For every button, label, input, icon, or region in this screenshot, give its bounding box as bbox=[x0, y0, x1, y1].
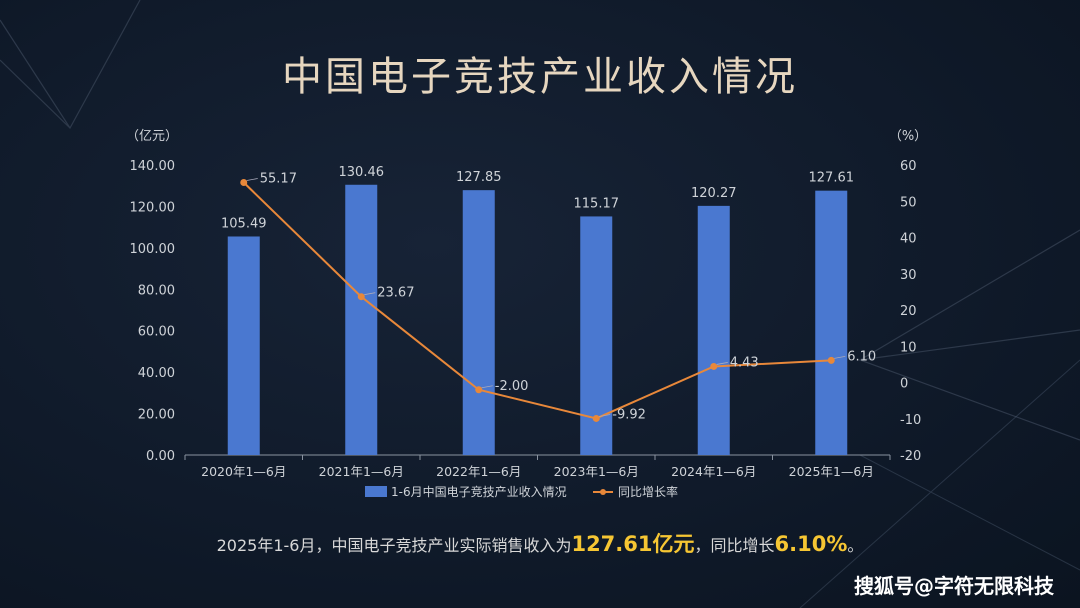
legend-line-marker bbox=[600, 489, 606, 495]
growth-point bbox=[475, 386, 483, 394]
legend-bar-swatch bbox=[365, 486, 387, 497]
legend-line-label: 同比增长率 bbox=[618, 484, 678, 499]
left-axis-tick: 140.00 bbox=[130, 159, 176, 174]
x-axis-label: 2023年1—6月 bbox=[554, 464, 639, 479]
growth-point bbox=[710, 362, 718, 370]
left-axis-tick: 120.00 bbox=[130, 200, 176, 215]
bar bbox=[345, 184, 378, 456]
growth-label-leader bbox=[834, 355, 846, 359]
growth-value-label: -9.92 bbox=[612, 407, 646, 422]
growth-value-label: 23.67 bbox=[377, 286, 414, 301]
bar-value-label: 127.85 bbox=[456, 170, 502, 185]
growth-label-leader bbox=[246, 178, 258, 181]
growth-label-leader bbox=[716, 362, 728, 365]
growth-value-label: 55.17 bbox=[260, 172, 297, 187]
growth-point bbox=[592, 414, 600, 422]
x-axis-label: 2021年1—6月 bbox=[319, 464, 404, 479]
right-axis-tick: 0 bbox=[900, 377, 908, 392]
right-axis-tick: 50 bbox=[900, 195, 917, 210]
bar-value-label: 130.46 bbox=[339, 165, 385, 180]
growth-value-label: 6.10 bbox=[847, 349, 876, 364]
growth-line bbox=[243, 181, 832, 420]
right-axis-tick: 20 bbox=[900, 304, 917, 319]
right-axis-tick: 10 bbox=[900, 340, 917, 355]
bar bbox=[815, 190, 848, 456]
right-axis-tick: -20 bbox=[900, 449, 921, 464]
left-axis-tick: 40.00 bbox=[138, 366, 175, 381]
growth-point bbox=[827, 356, 835, 364]
x-axis-label: 2025年1—6月 bbox=[789, 464, 874, 479]
left-axis-unit: （亿元） bbox=[126, 129, 178, 144]
legend-bar-label: 1-6月中国电子竞技产业收入情况 bbox=[391, 484, 567, 499]
page-title: 中国电子竞技产业收入情况 bbox=[282, 54, 798, 100]
growth-point bbox=[240, 179, 248, 187]
left-axis-tick: 80.00 bbox=[138, 283, 175, 298]
watermark: 搜狐号@字符无限科技 bbox=[854, 574, 1054, 598]
summary-prefix: 2025年1-6月，中国电子竞技产业实际销售收入为 bbox=[216, 536, 572, 555]
left-axis-tick: 20.00 bbox=[138, 408, 175, 423]
bar bbox=[227, 236, 260, 455]
growth-label-leader bbox=[599, 414, 611, 417]
x-axis-label: 2024年1—6月 bbox=[671, 464, 756, 479]
right-axis-tick: 40 bbox=[900, 232, 917, 247]
summary-text: 2025年1-6月，中国电子竞技产业实际销售收入为127.61亿元，同比增长6.… bbox=[0, 528, 1080, 558]
left-axis-tick: 100.00 bbox=[130, 242, 176, 257]
chart: （亿元） （%） 0.00 20.00 40.00 60.00 80.00 100.00 120… bbox=[126, 129, 927, 499]
right-axis-tick: -10 bbox=[900, 413, 921, 428]
bar bbox=[697, 205, 730, 455]
bar-value-label: 120.27 bbox=[691, 186, 737, 201]
left-axis-tick: 60.00 bbox=[138, 325, 175, 340]
growth-label-leader bbox=[481, 385, 493, 389]
bar bbox=[462, 190, 495, 456]
bar-value-label: 127.61 bbox=[809, 171, 855, 186]
summary-mid: ，同比增长 bbox=[694, 536, 775, 555]
right-axis-unit: （%） bbox=[889, 129, 927, 144]
right-axis-tick: 60 bbox=[900, 159, 917, 174]
bar-value-label: 105.49 bbox=[221, 216, 267, 231]
growth-value-label: -2.00 bbox=[495, 379, 529, 394]
growth-label-leader bbox=[364, 292, 376, 296]
growth-point bbox=[357, 293, 365, 301]
x-axis-label: 2022年1—6月 bbox=[436, 464, 521, 479]
growth-value-label: 4.43 bbox=[730, 355, 759, 370]
summary-revenue: 127.61亿元 bbox=[571, 532, 695, 556]
right-axis-tick: 30 bbox=[900, 268, 917, 283]
bar-value-label: 115.17 bbox=[574, 196, 620, 211]
x-axis-label: 2020年1—6月 bbox=[201, 464, 286, 479]
left-axis-tick: 0.00 bbox=[146, 449, 175, 464]
summary-suffix: 。 bbox=[847, 536, 864, 555]
summary-growth: 6.10% bbox=[774, 532, 848, 556]
